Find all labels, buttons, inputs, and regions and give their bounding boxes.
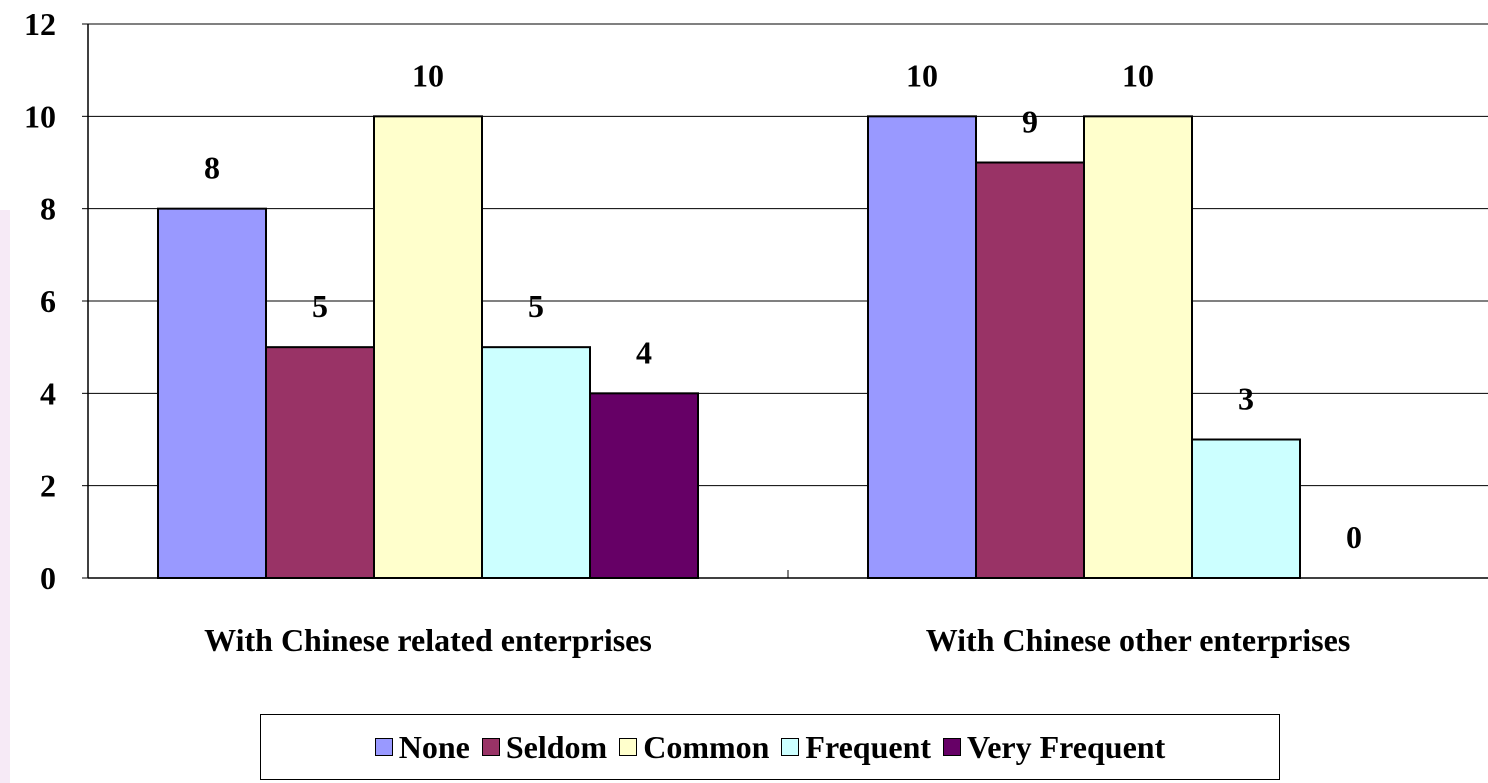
legend-swatch [781,738,799,756]
legend-item: Frequent [781,729,931,766]
legend-label: Common [643,729,769,766]
bar-none [158,209,266,578]
y-tick-label: 6 [40,283,56,319]
legend-label: None [399,729,470,766]
legend-swatch [375,738,393,756]
y-tick-label: 4 [40,375,56,411]
data-label: 0 [1346,519,1362,555]
y-tick-label: 8 [40,191,56,227]
y-tick-label: 2 [40,468,56,504]
data-label: 8 [204,150,220,186]
data-label: 4 [636,334,652,370]
legend-swatch [943,738,961,756]
legend-item: Common [619,729,769,766]
bar-common [1084,116,1192,578]
chart-legend: None Seldom Common Frequent Very Frequent [260,714,1280,780]
legend-label: Seldom [506,729,607,766]
y-tick-label: 0 [40,560,56,596]
chart-canvas: 0 2 4 6 8 10 12 8 5 10 5 4 With Chinese related ente… [0,0,1488,700]
bar-frequent [482,347,590,578]
bar-frequent [1192,440,1300,579]
bar-very-frequent [590,393,698,578]
bar-seldom [266,347,374,578]
legend-swatch [619,738,637,756]
data-label: 9 [1022,104,1038,140]
data-label: 3 [1238,381,1254,417]
data-label: 10 [1122,57,1154,93]
legend-item: None [375,729,470,766]
bar-none [868,116,976,578]
y-tick-label: 10 [24,98,56,134]
data-label: 5 [528,288,544,324]
data-label: 10 [412,57,444,93]
legend-label: Frequent [805,729,931,766]
bar-common [374,116,482,578]
legend-item: Very Frequent [943,729,1165,766]
data-label: 10 [906,57,938,93]
bar-seldom [976,163,1084,579]
legend-swatch [482,738,500,756]
legend-item: Seldom [482,729,607,766]
data-label: 5 [312,288,328,324]
category-label: With Chinese other enterprises [926,622,1351,658]
y-tick-label: 12 [24,6,56,42]
legend-label: Very Frequent [967,729,1165,766]
category-label: With Chinese related enterprises [204,622,652,658]
